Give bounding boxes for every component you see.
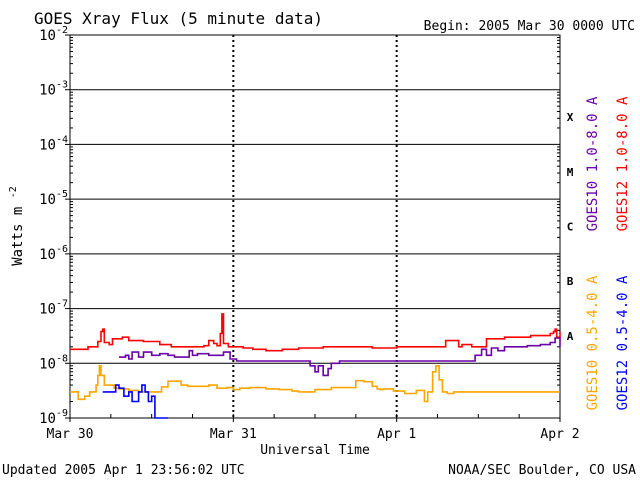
y-tick-label: 10-7 (39, 299, 68, 318)
grid-lines (70, 35, 560, 418)
series-line (102, 384, 168, 419)
series-line (119, 337, 561, 377)
legend-entry: GOES10 0.5-4.0 A (585, 275, 601, 410)
flare-class-label: A (567, 330, 574, 343)
y-tick-mantissa: 10 (39, 192, 56, 208)
y-tick-mantissa: 10 (39, 247, 56, 263)
x-tick-label: Apr 2 (540, 427, 579, 442)
series-line (70, 365, 560, 403)
plot-area: 10-910-810-710-610-510-410-310-2 Mar 30 M… (39, 25, 579, 442)
y-tick-mantissa: 10 (39, 302, 56, 318)
footer-credit: NOAA/SEC Boulder, CO USA (448, 463, 636, 478)
y-tick-label: 10-8 (39, 353, 68, 372)
y-tick-label: 10-4 (39, 134, 68, 153)
y-tick-exponent: -4 (56, 134, 68, 145)
x-axis-label: Universal Time (260, 443, 370, 458)
y-tick-exponent: -2 (56, 25, 68, 36)
footer-updated: Updated 2005 Apr 1 23:56:02 UTC (2, 463, 245, 478)
y-tick-mantissa: 10 (39, 137, 56, 153)
y-tick-exponent: -6 (56, 244, 68, 255)
y-tick-mantissa: 10 (39, 28, 56, 44)
x-tick-label: Apr 1 (377, 427, 416, 442)
legend-entry: GOES12 1.0-8.0 A (615, 96, 631, 231)
y-tick-exponent: -3 (56, 80, 68, 91)
y-tick-mantissa: 10 (39, 356, 56, 372)
flare-class-label: M (567, 166, 574, 179)
flare-class-label: X (567, 111, 574, 124)
y-axis-label-superscript: -2 (8, 186, 19, 198)
flare-class-label: C (567, 221, 574, 234)
series-layer (70, 313, 561, 419)
x-axis-ticks: Mar 30 Mar 31 Apr 1 Apr 2 (47, 414, 580, 442)
y-tick-mantissa: 10 (39, 83, 56, 99)
flare-class-label: B (567, 275, 574, 288)
series-line (70, 313, 561, 352)
y-tick-label: 10-6 (39, 244, 68, 263)
y-tick-exponent: -9 (56, 408, 68, 419)
x-tick-label: Mar 31 (210, 427, 257, 442)
y-tick-label: 10-9 (39, 408, 68, 427)
plot-frame (69, 34, 561, 419)
x-tick-label: Mar 30 (47, 427, 94, 442)
y-tick-exponent: -8 (56, 353, 68, 364)
y-tick-label: 10-5 (39, 189, 68, 208)
chart-title: GOES Xray Flux (5 minute data) (34, 9, 323, 28)
flare-class-labels: X M C B A (567, 111, 574, 343)
legend: GOES10 1.0-8.0 A GOES12 1.0-8.0 A GOES10 0… (585, 96, 631, 410)
y-tick-mantissa: 10 (39, 411, 56, 427)
legend-entry: GOES12 0.5-4.0 A (615, 275, 631, 410)
y-tick-exponent: -7 (56, 299, 68, 310)
begin-label: Begin: 2005 Mar 30 0000 UTC (424, 19, 635, 34)
y-tick-label: 10-2 (39, 25, 68, 44)
legend-entry: GOES10 1.0-8.0 A (585, 96, 601, 231)
y-axis-ticks: 10-910-810-710-610-510-410-310-2 (39, 25, 560, 427)
y-tick-exponent: -5 (56, 189, 68, 200)
y-axis-label-text: Watts m (10, 207, 26, 266)
y-axis-label: Watts m -2 (8, 186, 26, 266)
y-tick-label: 10-3 (39, 80, 68, 99)
